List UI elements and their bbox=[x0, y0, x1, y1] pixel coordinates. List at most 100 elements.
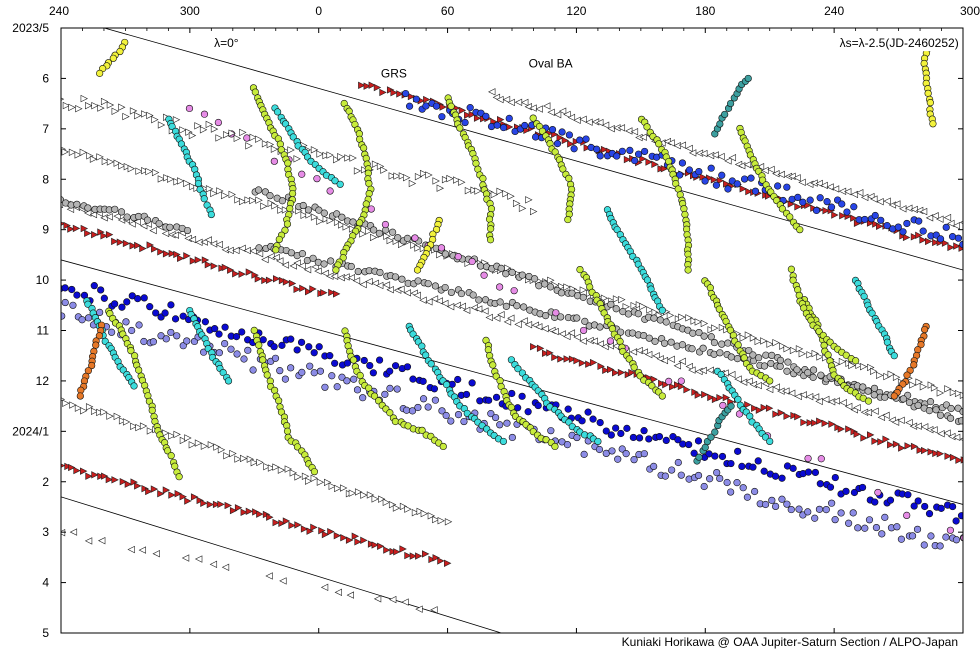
gray_band_a-mark-62 bbox=[398, 275, 406, 283]
white_band_b-mark-83 bbox=[943, 213, 952, 222]
red_band_b-mark-25 bbox=[196, 496, 204, 505]
white_band_a-mark-160 bbox=[937, 430, 945, 438]
white_band_a-mark-152 bbox=[891, 418, 900, 426]
blue_belt_a-mark-151 bbox=[886, 496, 895, 504]
white_band_b-mark-22 bbox=[607, 124, 615, 133]
blue_belt_b-mark-95 bbox=[919, 227, 927, 235]
periwinkle_belt-mark-92 bbox=[563, 441, 572, 449]
track-26-point-14 bbox=[76, 392, 84, 400]
track-21-point-24 bbox=[594, 437, 602, 446]
white_band_b-mark-68 bbox=[860, 193, 869, 202]
blue_belt_a-mark-103 bbox=[623, 424, 631, 432]
periwinkle_belt-mark-42 bbox=[287, 364, 295, 372]
red_band_b-mark-15 bbox=[141, 484, 149, 493]
white_band_a-mark-77 bbox=[481, 307, 489, 315]
red_band_a-mark-95 bbox=[578, 359, 587, 367]
gray_band_a-mark-65 bbox=[414, 277, 422, 285]
track-29-point-1 bbox=[695, 453, 703, 461]
top_white_triangles-mark-83 bbox=[512, 199, 521, 208]
white_band_a-mark-115 bbox=[688, 366, 696, 374]
blue_belt_b-mark-80 bbox=[838, 200, 846, 208]
periwinkle_belt-mark-44 bbox=[298, 368, 306, 376]
red_band_b-mark-62 bbox=[399, 545, 407, 553]
top_white_triangles-mark-23 bbox=[185, 128, 193, 136]
periwinkle_belt-mark-81 bbox=[503, 419, 511, 427]
white_band_b-mark-70 bbox=[870, 195, 878, 203]
periwinkle_belt-mark-80 bbox=[496, 421, 504, 429]
periwinkle_belt-mark-52 bbox=[343, 377, 351, 385]
red_band_a-mark-109 bbox=[658, 379, 666, 388]
blue_belt_a-mark-120 bbox=[718, 452, 727, 461]
track-29-point-5 bbox=[707, 433, 715, 441]
gray_band_a-mark-128 bbox=[760, 362, 769, 370]
top_white_triangles-mark-26 bbox=[199, 126, 208, 134]
white_band_a-mark-14 bbox=[133, 217, 141, 226]
red_band_a-mark-138 bbox=[816, 417, 824, 425]
white_band_d-mark-65 bbox=[414, 244, 422, 252]
white_band_d-mark-118 bbox=[707, 326, 715, 334]
track-15-point-19 bbox=[331, 177, 339, 185]
gray_band_a-mark-131 bbox=[776, 362, 784, 370]
white_band_b-mark-74 bbox=[893, 200, 901, 208]
red_band_c-mark-93 bbox=[872, 220, 880, 228]
white_band_c-mark-1 bbox=[62, 399, 70, 407]
periwinkle_belt-mark-144 bbox=[849, 509, 857, 517]
blue_belt_b-mark-15 bbox=[482, 112, 490, 120]
white_band_a-mark-44 bbox=[298, 262, 306, 270]
blue_belt_b-mark-56 bbox=[707, 164, 715, 172]
periwinkle_belt-mark-150 bbox=[881, 513, 889, 521]
red_band_a-mark-147 bbox=[866, 431, 875, 439]
white_band_d-mark-135 bbox=[798, 350, 807, 358]
track-8-point-19 bbox=[365, 189, 373, 198]
red_band_b-mark-52 bbox=[345, 536, 354, 544]
left_small_triangles-mark-27 bbox=[430, 606, 438, 614]
top_white_triangles-mark-3 bbox=[75, 105, 83, 113]
gray_band_b-mark-94 bbox=[768, 351, 776, 360]
white_band_d-mark-14 bbox=[135, 167, 143, 175]
blue_belt_b-mark-6 bbox=[432, 102, 441, 110]
gray_band_b-mark-129 bbox=[957, 417, 963, 425]
gray_band_b-mark-82 bbox=[700, 332, 708, 340]
red_band_a-mark-94 bbox=[573, 356, 581, 365]
left_small_triangles-mark-20 bbox=[334, 588, 342, 597]
blue_belt_b-mark-91 bbox=[899, 228, 907, 236]
white_band_c-mark-38 bbox=[267, 464, 276, 472]
track-27-point-10 bbox=[903, 371, 911, 379]
white_band_a-mark-141 bbox=[832, 397, 840, 405]
white_band_a-mark-154 bbox=[905, 418, 913, 427]
pink_band-mark-51 bbox=[903, 511, 911, 520]
top_white_triangles-mark-74 bbox=[464, 186, 473, 195]
gray_band_b-mark-112 bbox=[864, 387, 872, 395]
red_band_a-mark-120 bbox=[716, 394, 724, 402]
track-13-point-21 bbox=[842, 351, 850, 359]
white_band_a-mark-60 bbox=[386, 286, 394, 294]
track-24-point-2 bbox=[432, 225, 441, 234]
white_band_d-mark-114 bbox=[685, 314, 693, 322]
blue_belt_a-mark-104 bbox=[629, 433, 637, 442]
x-tick-label-1: 300 bbox=[180, 4, 200, 18]
y-tick-label-7: 12 bbox=[36, 374, 50, 388]
blue_belt_a-mark-66 bbox=[419, 377, 427, 385]
gray_band_b-mark-83 bbox=[707, 333, 715, 341]
blue_belt_b-mark-75 bbox=[812, 206, 821, 215]
white_band_d-mark-23 bbox=[183, 179, 191, 188]
blue_belt_a-mark-156 bbox=[914, 497, 922, 505]
red_band_a-mark-18 bbox=[157, 248, 165, 256]
top_white_triangles-mark-50 bbox=[333, 156, 341, 164]
track-4-point-0 bbox=[576, 265, 584, 274]
track-28-point-12 bbox=[744, 74, 752, 83]
red_band_c-mark-99 bbox=[902, 233, 911, 242]
periwinkle_belt-mark-32 bbox=[233, 350, 241, 358]
left_small_triangles-mark-11 bbox=[209, 560, 218, 569]
white_band_b-mark-58 bbox=[806, 180, 814, 188]
white_band_a-mark-153 bbox=[897, 416, 905, 424]
white_band_d-mark-144 bbox=[848, 361, 856, 370]
white_band_b-mark-36 bbox=[685, 144, 693, 153]
track-7-point-34 bbox=[272, 246, 280, 254]
gray_band_a-mark-5 bbox=[84, 204, 92, 212]
red_band_b-mark-33 bbox=[240, 508, 248, 516]
white_band_b-mark-14 bbox=[563, 110, 571, 119]
top_white_triangles-mark-86 bbox=[530, 207, 538, 216]
white_band_d-mark-111 bbox=[666, 311, 675, 320]
gray_band_a-mark-54 bbox=[354, 267, 362, 276]
